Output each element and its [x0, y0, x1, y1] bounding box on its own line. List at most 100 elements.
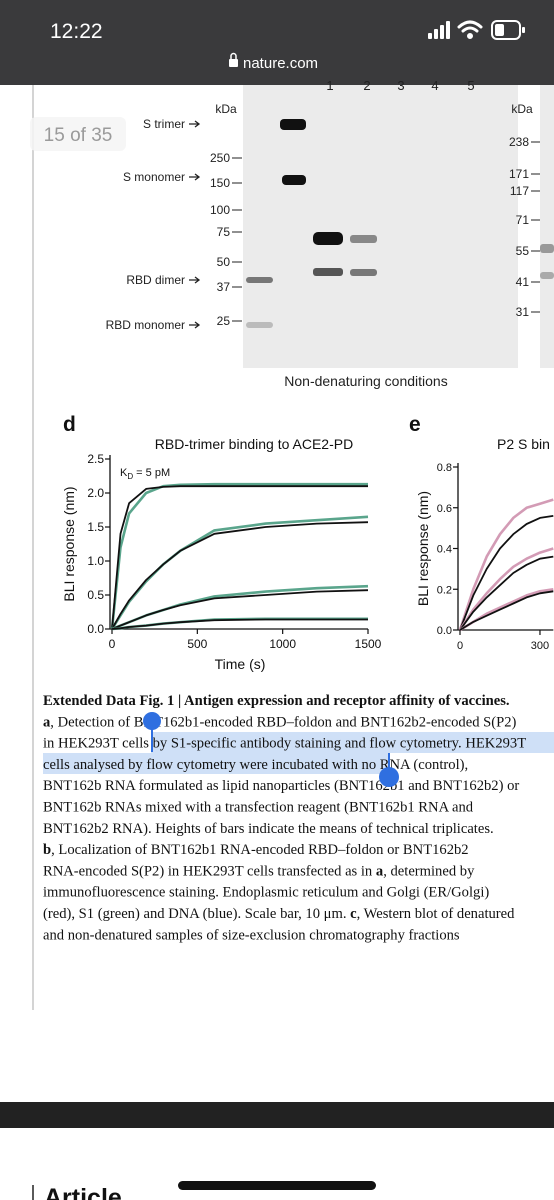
caption-bold: a	[43, 714, 51, 730]
y-tick-label: 0.4	[437, 544, 452, 556]
caption-line: b, Localization of BNT162b1 RNA-encoded …	[43, 842, 469, 858]
caption-line: (red), S1 (green) and DNA (blue). Scale …	[43, 906, 515, 922]
y-tick-label: 1.0	[87, 554, 104, 568]
signal-icon	[428, 21, 450, 39]
section-heading: Article	[44, 1184, 122, 1200]
caption-text: immunofluorescence staining. Endoplasmic…	[43, 885, 489, 901]
curve	[111, 589, 369, 630]
annotation: KD = 5 pM	[120, 467, 170, 481]
condition-label: Non-denaturing conditions	[284, 373, 447, 389]
kda-label: 75	[217, 225, 231, 239]
x-tick-label: 0	[457, 640, 463, 652]
annotation-text: = 5 pM	[133, 467, 170, 479]
caption-line: BNT162b RNA formulated as lipid nanopart…	[43, 778, 519, 794]
annotation-sub: D	[127, 472, 133, 481]
caption-line: immunofluorescence staining. Endoplasmic…	[43, 885, 489, 901]
caption-text: cells analysed by flow cytometry were in…	[43, 757, 468, 773]
caption-line: in HEK293T cells by S1-specific antibody…	[43, 736, 526, 752]
caption-text: RNA-encoded S(P2) in HEK293T cells trans…	[43, 863, 376, 879]
band-arrow	[189, 321, 201, 329]
band-label: RBD dimer	[126, 273, 185, 287]
caption-line: BNT162b RNAs mixed with a transfection r…	[43, 800, 474, 816]
caption-text: (red), S1 (green) and DNA (blue). Scale …	[43, 906, 350, 922]
panel-letter: e	[409, 413, 421, 436]
caption-line: cells analysed by flow cytometry were in…	[43, 757, 468, 773]
panel-title: P2 S bin	[497, 436, 550, 452]
curve	[459, 515, 554, 631]
caption-text: , Detection of BNT162b1-encoded RBD–fold…	[50, 714, 516, 730]
lane-label: 3	[397, 78, 404, 93]
caption-text: BNT162b2 RNA). Heights of bars indicate …	[43, 821, 494, 837]
curve	[111, 485, 368, 630]
band-arrow	[189, 120, 201, 128]
selection-handle[interactable]	[379, 767, 399, 787]
lane-label: 1	[326, 78, 333, 93]
caption-text: BNT162b RNAs mixed with a transfection r…	[43, 800, 474, 816]
y-tick-label: 0.2	[437, 584, 452, 596]
y-tick-label: 0.0	[87, 622, 104, 636]
caption-text: , Localization of BNT162b1 RNA-encoded R…	[51, 842, 468, 858]
kda-label: 31	[516, 305, 530, 319]
x-tick-label: 1000	[269, 637, 296, 651]
y-axis-label: BLI response (nm)	[61, 486, 77, 601]
band-label: S trimer	[143, 117, 185, 131]
url[interactable]: nature.com	[243, 55, 318, 72]
y-tick-label: 0.5	[87, 588, 104, 602]
caption-text: , determined by	[383, 863, 475, 879]
panel-title: RBD-trimer binding to ACE2-PD	[155, 436, 353, 452]
kda-label: 41	[516, 275, 530, 289]
x-tick-label: 1500	[355, 637, 382, 651]
x-tick-label: 0	[109, 637, 116, 651]
selection	[151, 732, 554, 753]
kda-label: 150	[210, 176, 230, 190]
curve	[111, 618, 368, 630]
band-label: S monomer	[123, 170, 185, 184]
caption-line: and non-denatured samples of size-exclus…	[43, 927, 460, 943]
clock: 12:22	[50, 20, 103, 43]
kda-label: 100	[210, 203, 230, 217]
home-indicator[interactable]	[178, 1181, 376, 1190]
blot-image-right	[540, 85, 554, 368]
caption-text: and non-denatured samples of size-exclus…	[43, 927, 460, 943]
x-tick-label: 300	[531, 640, 549, 652]
caption-text: BNT162b RNA formulated as lipid nanopart…	[43, 778, 519, 794]
caption-bold: b	[43, 842, 51, 858]
kda-label: 117	[510, 184, 529, 198]
browser-bar	[0, 0, 554, 85]
y-tick-label: 0.6	[437, 503, 452, 515]
wifi-icon	[457, 20, 483, 39]
caption-text: , Western blot of denatured	[357, 906, 516, 922]
kda-label: 250	[210, 151, 230, 165]
band-label: RBD monomer	[106, 318, 185, 332]
lane-label: 2	[363, 78, 370, 93]
band-arrow	[189, 173, 201, 181]
kda-label: 71	[516, 213, 530, 227]
band-arrow	[189, 276, 201, 284]
curve	[110, 515, 369, 630]
kda-label: 50	[217, 255, 231, 269]
caption-line: Extended Data Fig. 1 | Antigen expressio…	[43, 693, 510, 709]
kda-label: 37	[217, 280, 231, 294]
selection-handle[interactable]	[143, 712, 161, 730]
x-axis-label: Time (s)	[215, 656, 266, 672]
page-indicator-bg	[30, 117, 126, 151]
curve	[111, 521, 369, 630]
curve	[110, 482, 368, 630]
battery-icon	[491, 20, 525, 40]
caption-bold: a	[376, 863, 384, 879]
y-tick-label: 1.5	[87, 520, 104, 534]
kda-label: 25	[217, 314, 231, 328]
blot-image	[243, 85, 518, 368]
caption-bold: c	[350, 906, 357, 922]
curve	[459, 555, 554, 631]
curve	[458, 547, 554, 631]
page-indicator: 15 of 35	[44, 125, 113, 146]
panel-letter: d	[63, 413, 76, 436]
lane-label: 5	[467, 78, 474, 93]
lock-icon	[229, 52, 238, 67]
caption-line: a, Detection of BNT162b1-encoded RBD–fol…	[43, 714, 517, 730]
curve	[458, 498, 554, 631]
